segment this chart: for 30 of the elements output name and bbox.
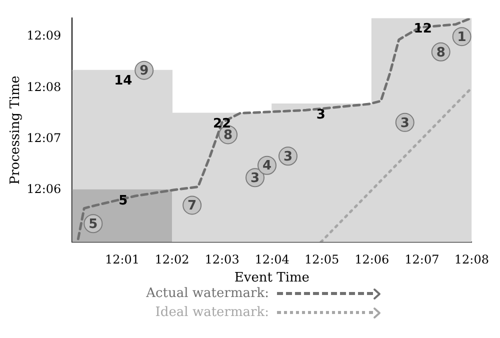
annotation: 8: [224, 128, 233, 144]
annotation: 3: [250, 170, 260, 186]
annotation: 3: [283, 150, 293, 165]
annotation: 3: [316, 107, 326, 122]
x-tick-label: 12:04: [254, 252, 290, 266]
x-tick-label: 12:08: [454, 252, 490, 266]
y-tick-label: 12:06: [26, 182, 62, 196]
annotation: 5: [88, 216, 98, 232]
x-axis-title: Event Time: [234, 270, 310, 286]
text: Ideal watermark:: [154, 305, 269, 320]
annotation: 14: [114, 74, 132, 89]
y-tick-label: 12:07: [26, 130, 62, 145]
text: Actual watermark:: [145, 286, 269, 301]
annotation: 8: [436, 45, 446, 60]
annotation: 4: [262, 158, 272, 174]
x-tick-label: 12:07: [404, 252, 440, 266]
x-tick-label: 12:05: [304, 252, 340, 266]
annotation: 3: [400, 116, 410, 131]
x-tick-label: 12:02: [154, 252, 190, 266]
x-tick-label: 12:01: [104, 252, 140, 266]
annotation: 12: [414, 22, 432, 37]
annotation: 7: [188, 198, 197, 214]
annotation: 1: [457, 30, 466, 45]
annotation: 5: [118, 193, 128, 208]
x-tick-label: 12:03: [204, 252, 240, 266]
y-axis-title: Processing Time: [8, 75, 24, 185]
y-tick-label: 12:08: [26, 80, 62, 94]
x-tick-label: 12:06: [354, 252, 390, 266]
y-tick-label: 12:09: [26, 28, 62, 43]
annotation: 9: [140, 64, 149, 79]
